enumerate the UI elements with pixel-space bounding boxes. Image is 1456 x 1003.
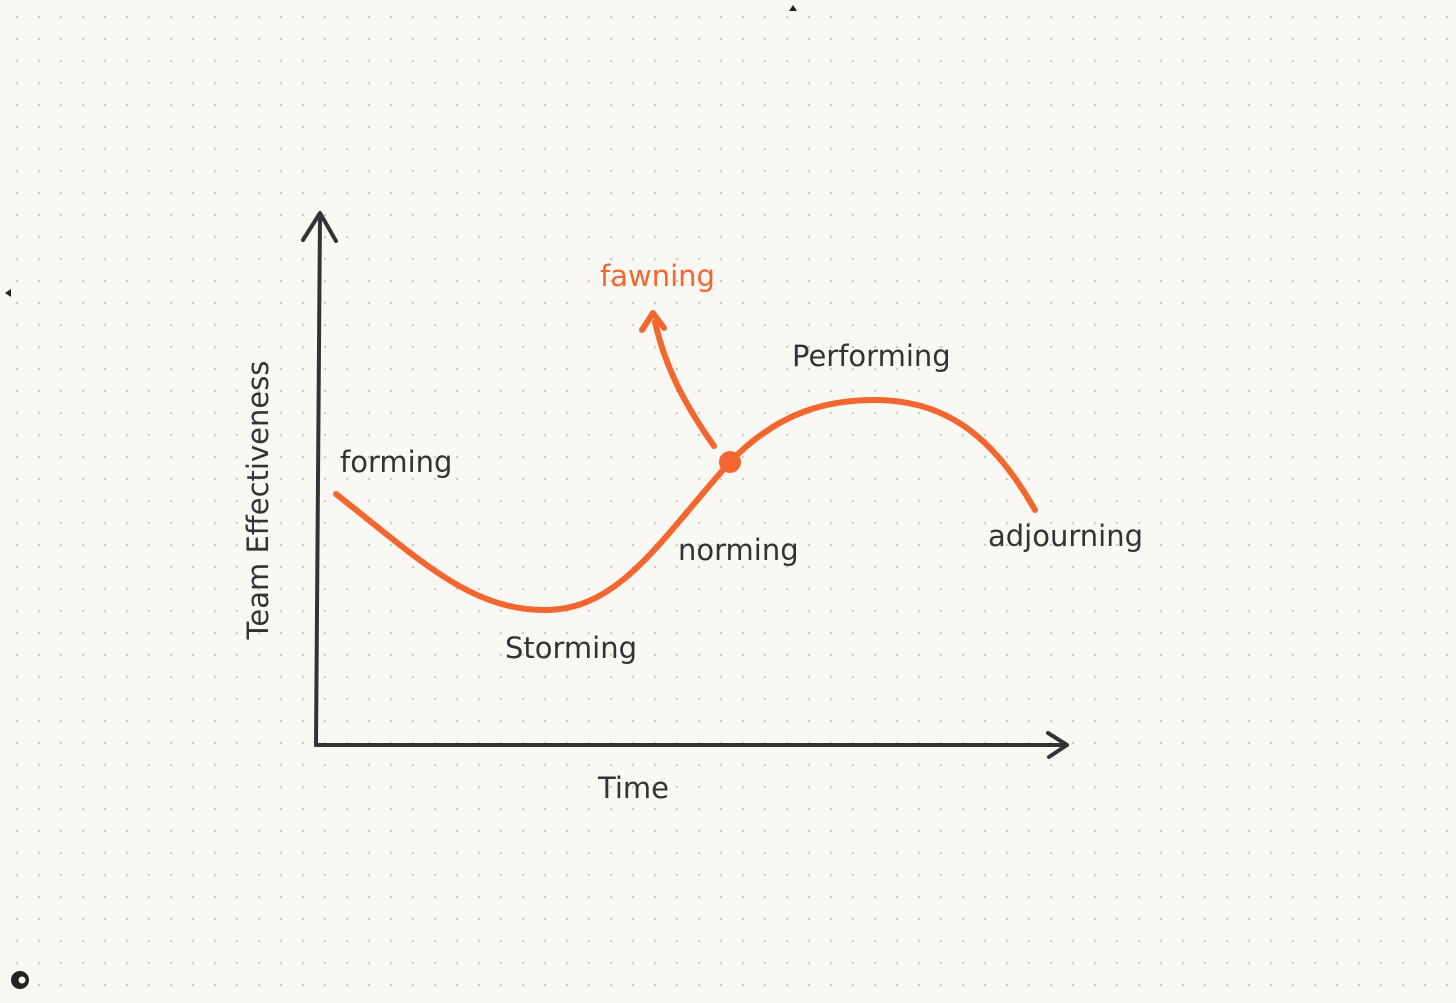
marker-top xyxy=(789,5,797,11)
y-axis-label: Team Effectiveness xyxy=(241,361,275,641)
y-axis-arrow xyxy=(301,211,338,243)
logo-dot[interactable] xyxy=(18,976,26,984)
branch-line xyxy=(652,319,717,449)
team-curve xyxy=(333,397,1038,613)
stage-label: forming xyxy=(340,445,452,479)
x-axis-arrow xyxy=(1046,731,1069,759)
stage-label: Performing xyxy=(792,339,951,373)
branch-arrow xyxy=(639,310,667,333)
stage-label: norming xyxy=(678,533,799,567)
stage-label: Storming xyxy=(505,631,637,665)
stage-label: adjourning xyxy=(988,519,1143,553)
x-axis-label: Time xyxy=(597,771,669,805)
logo[interactable] xyxy=(11,971,29,989)
y-axis xyxy=(314,213,322,747)
marker-left xyxy=(5,289,11,297)
branch-label: fawning xyxy=(600,259,715,293)
branch-point xyxy=(719,451,741,473)
